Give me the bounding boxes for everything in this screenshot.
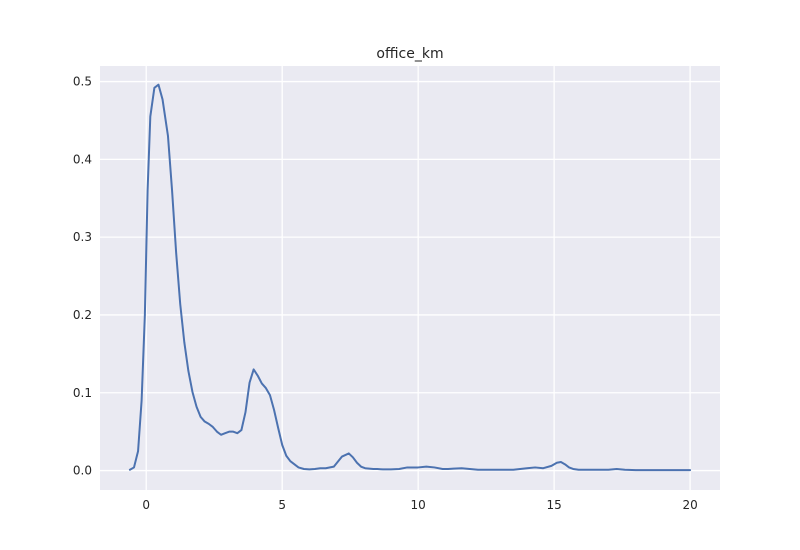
y-tick-label: 0.0 — [73, 464, 92, 478]
y-axis: 0.0 0.1 0.2 0.3 0.4 0.5 — [73, 75, 92, 478]
x-tick-label: 20 — [682, 498, 697, 512]
grid — [100, 66, 720, 490]
y-tick-label: 0.3 — [73, 230, 92, 244]
x-tick-label: 15 — [546, 498, 561, 512]
x-axis: 0 5 10 15 20 — [142, 498, 697, 512]
chart-title: office_km — [376, 46, 443, 62]
series-layer — [128, 83, 692, 472]
x-tick-label: 0 — [142, 498, 150, 512]
plot-area — [100, 66, 720, 490]
y-tick-label: 0.1 — [73, 386, 92, 400]
y-tick-label: 0.4 — [73, 152, 92, 166]
x-tick-label: 5 — [278, 498, 286, 512]
density-line — [128, 83, 692, 472]
y-tick-label: 0.2 — [73, 308, 92, 322]
x-tick-label: 10 — [411, 498, 426, 512]
y-tick-label: 0.5 — [73, 75, 92, 89]
